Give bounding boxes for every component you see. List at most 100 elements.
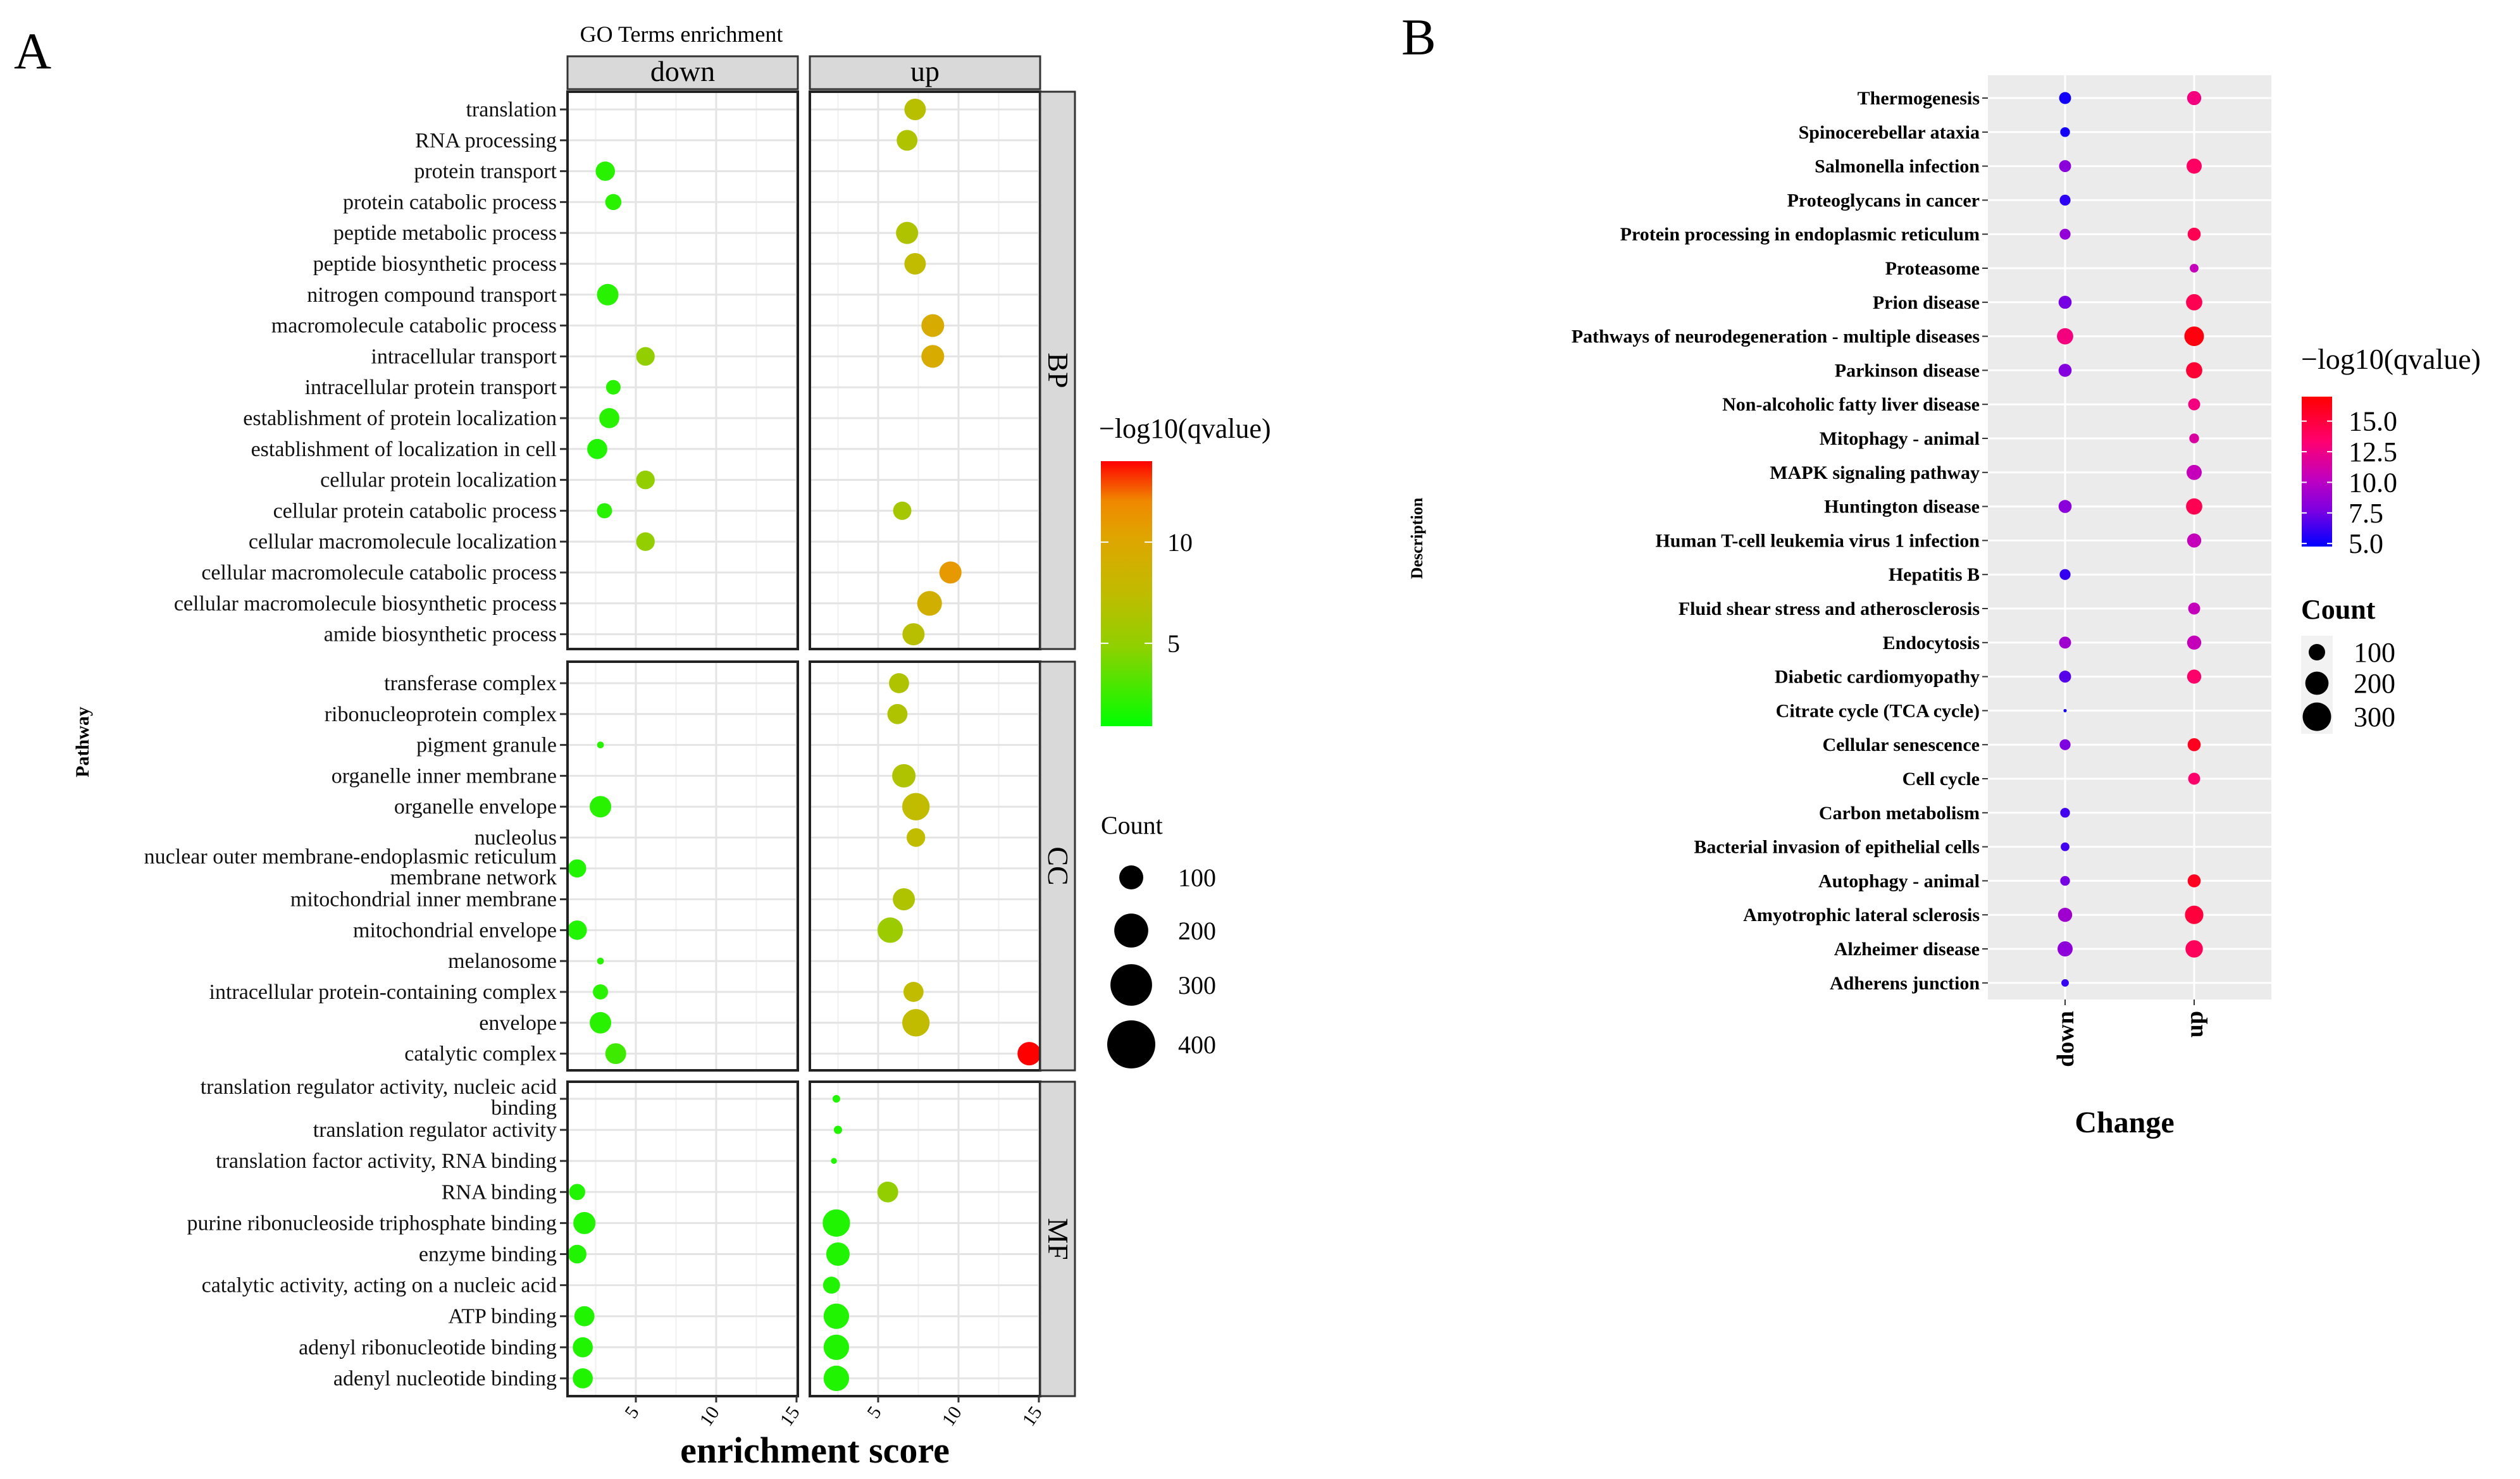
data-point [2059,569,2071,580]
data-point [2059,194,2071,206]
data-point [2061,979,2069,987]
y-tick-label: melanosome [448,950,557,973]
data-point [597,741,604,748]
y-tick-label: intracellular protein transport [305,376,557,399]
panel-background [568,92,798,649]
color-legend-label: 10 [1167,528,1193,557]
color-legend-label: 7.5 [2349,498,2383,529]
y-tick-label: cellular macromolecule localization [249,530,557,554]
data-point [574,1306,595,1327]
facet-strip-label: CC [1042,846,1074,885]
y-tick-label: Cellular senescence [1822,734,1980,755]
y-tick-label: Human T-cell leukemia virus 1 infection [1655,530,1980,551]
data-point [2189,433,2199,443]
panel-background [568,1082,798,1396]
facet-strip-MF [1039,1080,1076,1397]
y-tick-label: RNA binding [442,1180,557,1204]
data-point [823,1334,850,1360]
color-legend-title: −log10(qvalue) [2301,343,2481,375]
data-point [568,859,587,878]
y-tick-label: envelope [479,1012,557,1035]
data-point [568,1244,587,1264]
x-tick-label: 5 [863,1402,886,1422]
data-point [833,1125,843,1134]
data-point [822,1209,850,1237]
data-point [822,1277,840,1294]
data-point [902,793,930,820]
y-tick-label: catalytic complex [404,1043,557,1066]
y-tick-label: peptide metabolic process [333,221,557,245]
y-tick-label: organelle envelope [394,795,557,819]
size-legend-label: 200 [2354,668,2395,699]
y-axis-title: Pathway [72,707,93,777]
size-legend-circle [1110,964,1152,1006]
y-tick-label: Endocytosis [1883,633,1980,653]
data-point [636,347,655,366]
x-tick-label: 10 [695,1402,723,1430]
data-point [636,532,655,551]
column-strip-label: down [650,55,715,87]
y-tick-label: Proteoglycans in cancer [1787,190,1980,211]
plot-background [1988,75,2271,999]
y-tick-label: Amyotrophic lateral sclerosis [1743,905,1980,925]
data-point [2061,842,2070,851]
facet-panel-BP-up [809,90,1041,650]
data-point [2059,739,2071,750]
y-tick-label: Prion disease [1873,292,1980,313]
go-enrichment-chart: GO Terms enrichment down up BP translation RN… [72,22,1271,1471]
data-point [569,1184,585,1201]
facet-strip-label: BP [1042,352,1074,388]
size-legend-label: 100 [1178,863,1216,892]
y-tick-label: Bacterial invasion of epithelial cells [1694,837,1980,858]
y-tick-label: ribonucleoprotein complex [325,703,557,726]
y-tick-label: Spinocerebellar ataxia [1799,122,1980,143]
x-axis-title: enrichment score [680,1430,950,1471]
data-point [921,345,945,368]
data-point [921,314,945,337]
facet-panel-CC-down [566,660,799,1072]
size-legend-circle [2302,702,2331,731]
data-point [823,1365,850,1392]
data-point [2059,228,2071,240]
data-point [823,1303,850,1329]
y-tick-label: cellular protein localization [320,469,557,492]
size-legend-circle [1107,1020,1155,1068]
facet-strip-CC [1039,660,1076,1072]
y-tick-label: cellular macromolecule biosynthetic proc… [174,592,557,616]
size-legend-label: 300 [2354,702,2395,733]
data-point [2057,328,2073,345]
data-point [902,1009,930,1037]
data-point [2186,498,2202,515]
data-point [597,503,612,519]
chart-title: GO Terms enrichment [580,22,783,47]
y-tick-label: cellular macromolecule catabolic process [201,561,557,585]
panel-border [566,660,799,1072]
data-point [2188,772,2200,785]
x-tick-label: 5 [621,1402,643,1422]
y-tick-label: translation [466,98,557,121]
y-tick-label: peptide biosynthetic process [313,252,557,276]
data-point [2190,264,2199,273]
data-point [904,253,926,275]
y-tick-label: Alzheimer disease [1834,939,1980,960]
data-point [832,1094,840,1103]
y-tick-label: Thermogenesis [1858,88,1980,109]
y-tick-label: Diabetic cardiomyopathy [1775,667,1980,688]
data-point [2187,533,2202,548]
y-tick-label: Fluid shear stress and atherosclerosis [1679,598,1980,619]
data-point [597,283,619,306]
data-point [893,888,916,911]
data-point [2058,295,2072,309]
y-tick-label: Citrate cycle (TCA cycle) [1776,700,1980,721]
data-point [599,408,619,428]
y-tick-label: Carbon metabolism [1819,803,1980,824]
y-tick-label: MAPK signaling pathway [1770,462,1980,483]
y-tick-label: nucleolus [475,826,557,850]
y-tick-label: Protein processing in endoplasmic reticu… [1620,224,1980,245]
y-tick-label: adenyl nucleotide binding [333,1367,557,1390]
size-legend-circle [1114,913,1148,948]
color-legend-bar [2302,397,2332,547]
y-tick-label: Cell cycle [1902,769,1980,789]
data-point [2060,127,2070,137]
